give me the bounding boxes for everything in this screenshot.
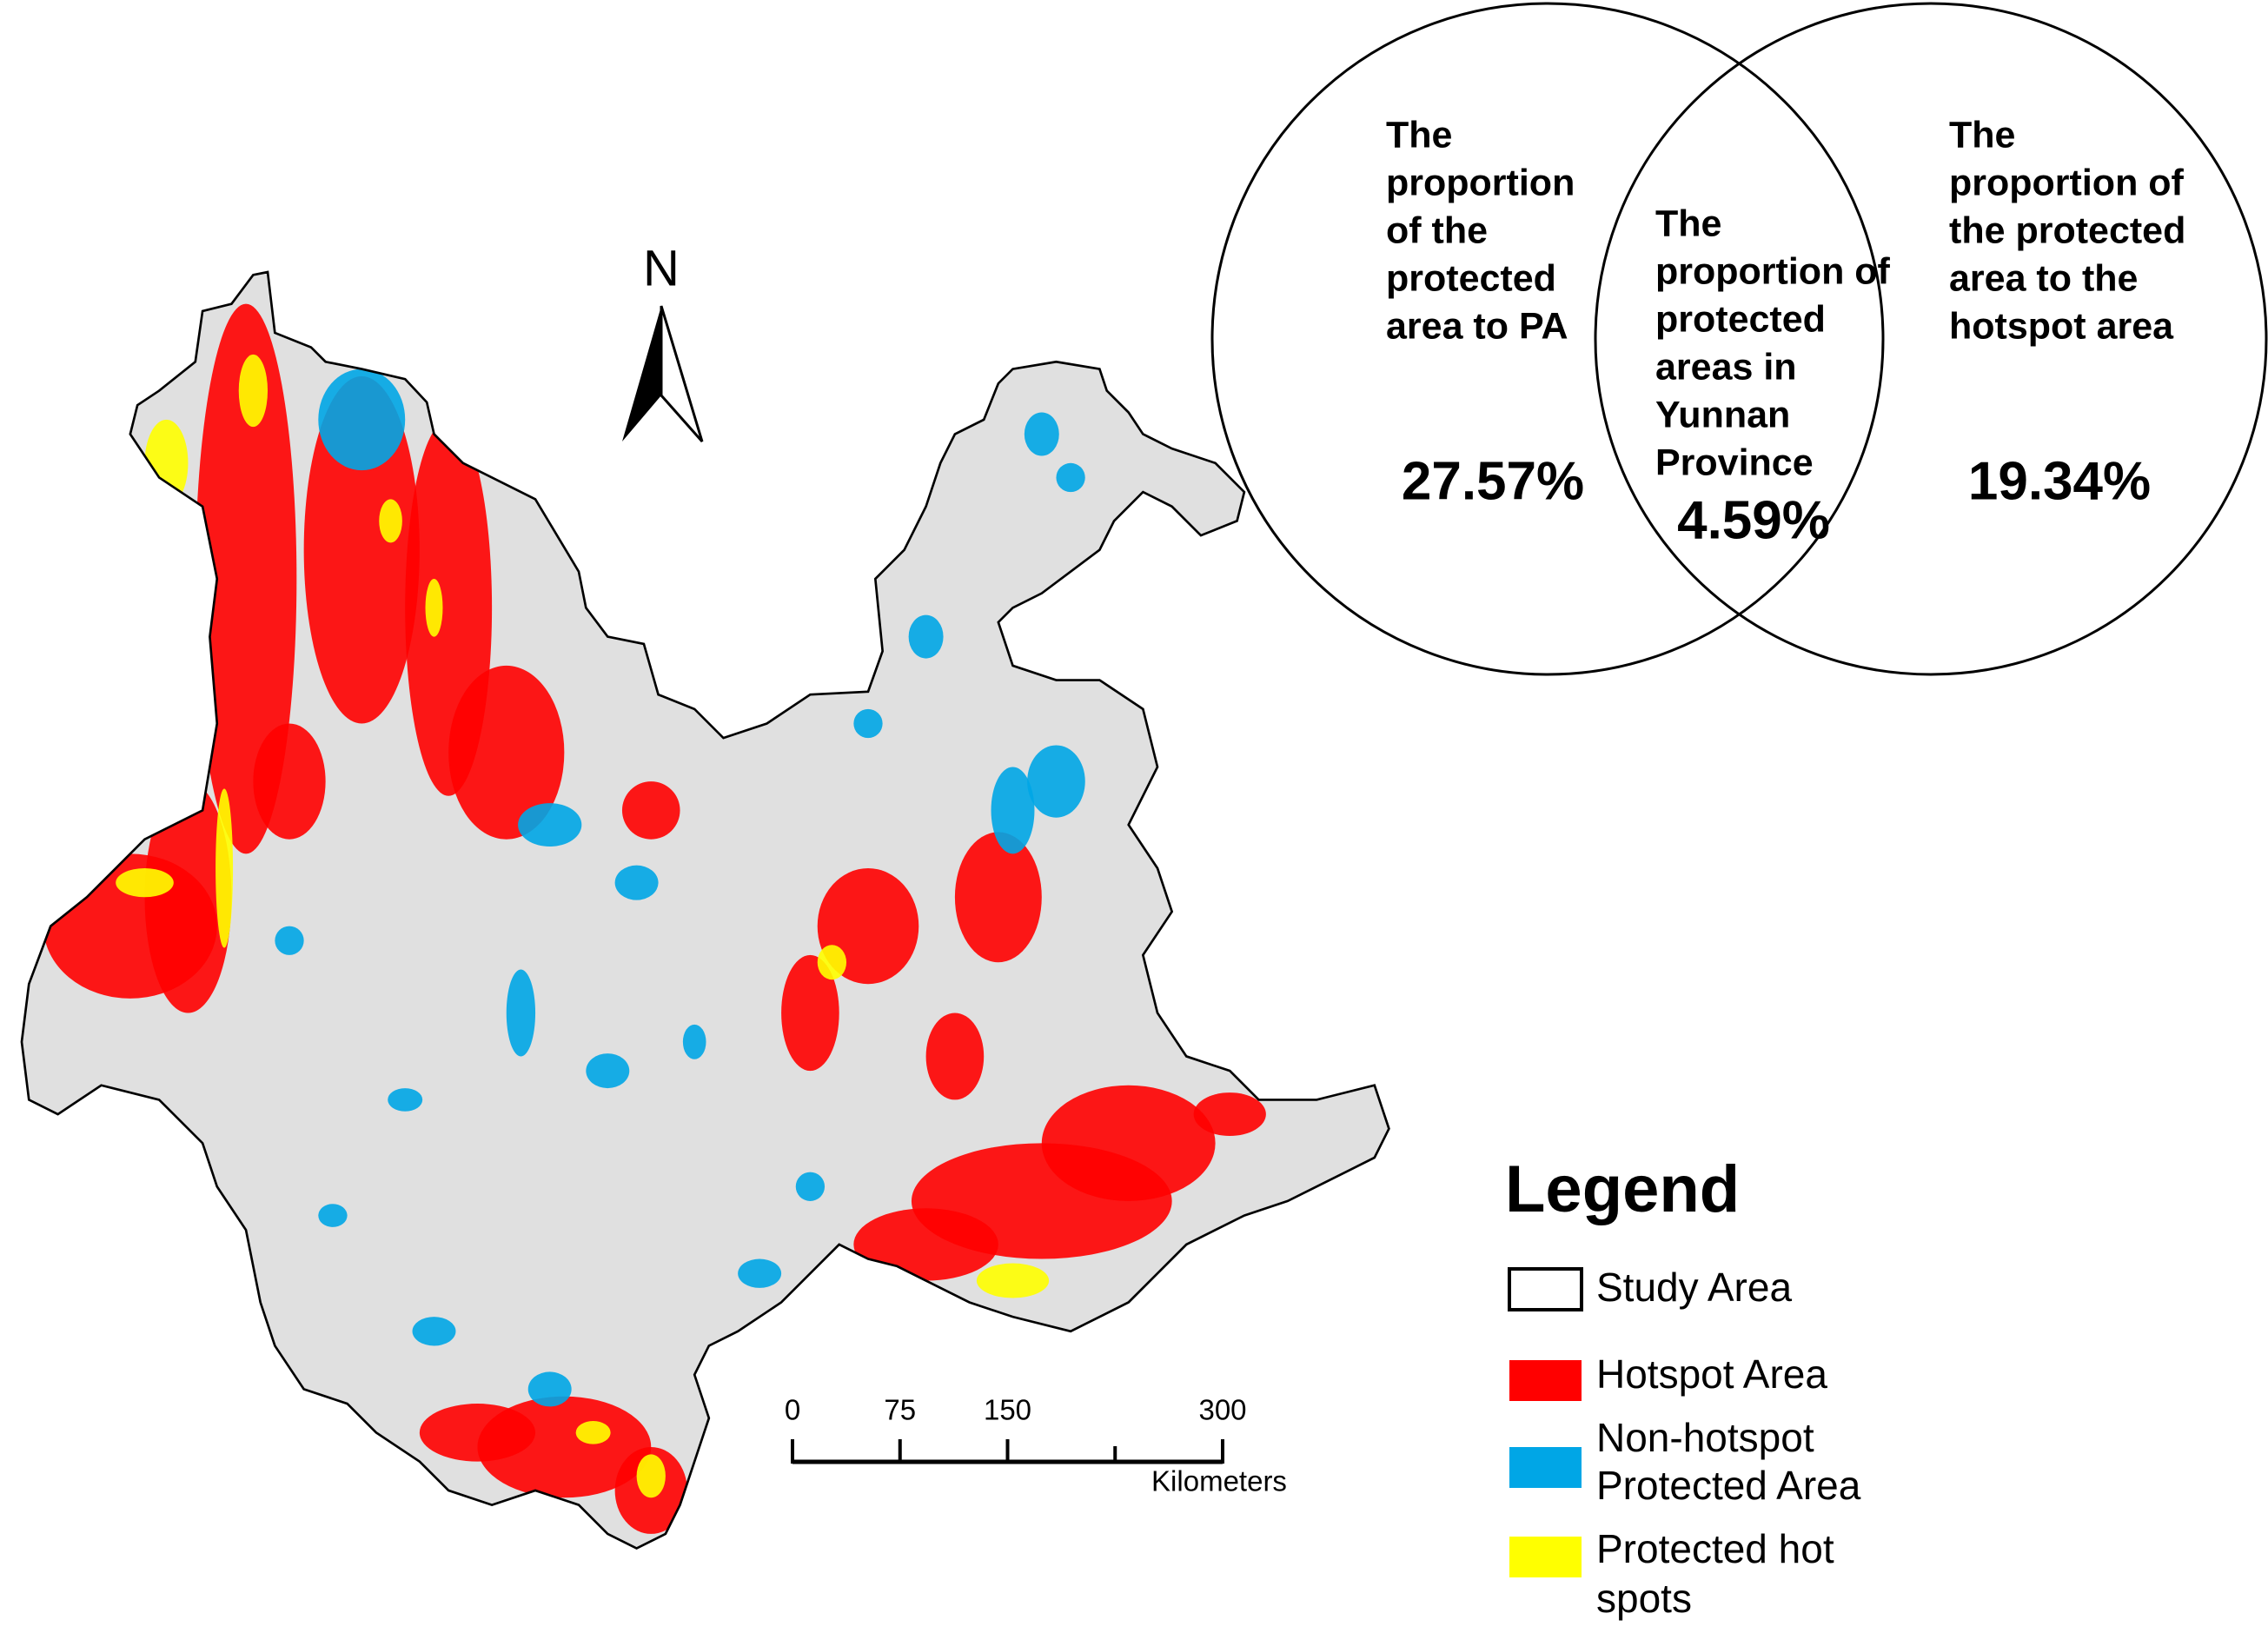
legend-swatch (1508, 1267, 1583, 1311)
scale-label: 300 (1198, 1394, 1246, 1426)
map-patch (318, 369, 406, 471)
venn-circle (1210, 2, 1885, 676)
venn-label: The (1655, 203, 1721, 244)
map-patches (43, 303, 1266, 1534)
scale-bar: 0 75 150 300 Kilometers (785, 1394, 1287, 1497)
venn-label: The (1949, 114, 2015, 156)
venn-label: of the (1386, 209, 1488, 251)
map-patch (303, 375, 420, 724)
map-patch (1027, 745, 1085, 818)
map-patch (853, 1208, 998, 1281)
venn-label: proportion of (1949, 162, 2185, 203)
legend-swatch (1509, 1447, 1582, 1488)
map-patch (621, 781, 680, 840)
map-patch (116, 868, 174, 898)
map-patch (518, 803, 582, 847)
legend-swatch (1509, 1537, 1582, 1577)
map-patch (954, 832, 1042, 963)
venn-value: 19.34% (1968, 451, 2151, 511)
map-patch (419, 1404, 536, 1462)
scale-label: 150 (984, 1394, 1031, 1426)
venn-label: Province (1655, 442, 1814, 483)
map-patch (575, 1421, 611, 1444)
map-patch (144, 781, 232, 1013)
map-patch (388, 1088, 423, 1112)
legend-title: Legend (1505, 1152, 1740, 1226)
legend-label: spots (1596, 1576, 1692, 1621)
legend-label: Study Area (1596, 1265, 1792, 1310)
legend-label: Protected Area (1596, 1463, 1861, 1508)
venn-circle (1594, 2, 2268, 676)
venn-label: The (1386, 114, 1452, 156)
map-patch (195, 303, 297, 854)
north-arrow: N (622, 240, 704, 442)
legend-swatch (1509, 1360, 1582, 1401)
map-patch (636, 1454, 666, 1498)
map-patch (1193, 1092, 1266, 1137)
scale-label: 0 (785, 1394, 800, 1426)
map-patch (1024, 412, 1059, 456)
map-patch (908, 614, 944, 659)
map-patch (682, 1024, 706, 1059)
venn-value: 4.59% (1677, 490, 1830, 550)
venn-label: area to the (1949, 257, 2138, 299)
venn-label: protected (1655, 298, 1826, 340)
map-patch (1056, 462, 1085, 493)
venn-label: areas in (1655, 346, 1797, 388)
venn-label: area to PA (1386, 305, 1568, 347)
legend-label: Hotspot Area (1596, 1351, 1827, 1397)
map-patch (425, 579, 443, 637)
map-patch (817, 945, 847, 980)
map-patch (614, 865, 659, 900)
map-patch (506, 969, 536, 1057)
map-patch (781, 954, 839, 1072)
province-map (20, 270, 1390, 1550)
venn-label: proportion of (1655, 250, 1891, 292)
map-patch (412, 1317, 456, 1346)
arrow-right (660, 305, 704, 442)
map-patch (925, 1013, 985, 1100)
venn-text: The proportion of the protected area to PA 27… (1386, 114, 2185, 550)
venn-label: Yunnan (1655, 394, 1790, 435)
scale-label: 75 (884, 1394, 916, 1426)
map-patch (991, 767, 1035, 854)
legend-label: Protected hot (1596, 1526, 1834, 1571)
map-patch (738, 1258, 782, 1288)
map-patch (448, 665, 565, 840)
venn-value: 27.57% (1402, 451, 1584, 511)
study-area-border (20, 270, 1390, 1550)
map-patch (976, 1263, 1050, 1298)
map-patch (527, 1371, 572, 1407)
map-patch (795, 1172, 826, 1201)
map-patch (379, 499, 402, 543)
arrow-left (622, 306, 661, 442)
map-patch (216, 788, 234, 948)
venn-label: the protected (1949, 209, 2185, 251)
map-patch (586, 1053, 630, 1089)
venn-label: proportion (1386, 162, 1575, 203)
map-patch (253, 723, 326, 840)
venn-label: protected (1386, 257, 1556, 299)
venn-label: hotspot area (1949, 305, 2174, 347)
scale-unit: Kilometers (1151, 1465, 1287, 1497)
legend-label: Non-hotspot (1596, 1415, 1814, 1460)
map-patch (275, 926, 304, 955)
map-patch (318, 1204, 348, 1227)
north-label: N (643, 240, 680, 296)
map-patch (1041, 1085, 1216, 1201)
map-patch (238, 354, 269, 428)
map-patch (853, 708, 883, 739)
